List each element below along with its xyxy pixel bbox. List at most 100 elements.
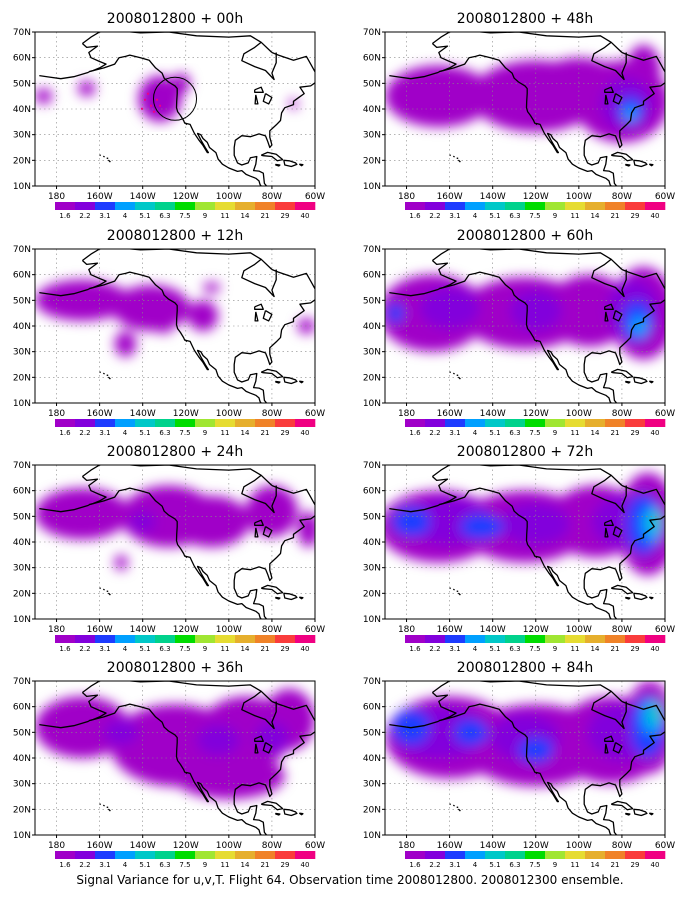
colorbar-label: 14	[591, 861, 600, 869]
colorbar-label: 6.3	[509, 861, 520, 869]
colorbar-swatch	[75, 419, 96, 427]
lon-label: 100W	[566, 625, 592, 635]
colorbar-label: 9	[203, 645, 207, 653]
lon-label: 100W	[566, 409, 592, 419]
coastline	[102, 155, 105, 158]
coastline	[233, 700, 315, 835]
lat-label: 60N	[13, 487, 31, 497]
colorbar-label: 7.5	[529, 861, 540, 869]
lon-label: 160W	[437, 841, 463, 851]
colorbar-swatch	[295, 419, 316, 427]
coastline	[260, 800, 284, 811]
coastline	[612, 93, 623, 105]
colorbar-label: 1.6	[409, 861, 421, 869]
graticule	[35, 681, 315, 835]
coastline	[317, 78, 330, 91]
colorbar-swatch	[295, 635, 316, 643]
coastline	[39, 504, 89, 513]
coastline	[88, 271, 262, 403]
lon-label: 160W	[87, 192, 113, 202]
lat-label: 20N	[363, 373, 381, 383]
graticule	[35, 249, 315, 403]
lon-label: 80W	[612, 409, 632, 419]
coastline	[456, 157, 459, 160]
colorbar-label: 3.1	[449, 212, 460, 220]
lat-label: 60N	[363, 703, 381, 713]
coastline	[254, 86, 264, 93]
colorbar-label: 14	[591, 429, 600, 437]
variance-blob	[196, 724, 240, 756]
coastline	[241, 41, 277, 81]
observation-point	[155, 98, 159, 101]
coastline	[99, 803, 102, 806]
colorbar-swatch	[485, 635, 506, 643]
variance-blob	[78, 80, 96, 97]
lat-label: 30N	[363, 564, 381, 574]
coastline	[583, 268, 665, 403]
colorbar-swatch	[505, 635, 526, 643]
lat-label: 30N	[13, 564, 31, 574]
lat-label: 10N	[363, 399, 381, 409]
coastline	[610, 151, 634, 162]
coastline	[283, 592, 298, 601]
lon-label: 120W	[173, 841, 199, 851]
colorbar-swatch	[55, 202, 76, 210]
lon-label: 180	[48, 841, 65, 851]
coastline	[99, 371, 102, 374]
coastline	[262, 526, 273, 538]
variance-field	[35, 688, 315, 800]
colorbar: 1.6 2.2 3.1 4 5.1 6.3 7.5 9 11 14 21 29 40	[405, 419, 666, 437]
colorbar-swatch	[135, 419, 156, 427]
colorbar-swatch	[545, 635, 566, 643]
coastline	[438, 271, 612, 403]
coastline	[298, 380, 304, 384]
colorbar-label: 21	[261, 212, 270, 220]
lon-label: 140W	[480, 625, 506, 635]
variance-field	[385, 681, 665, 787]
lat-label: 60N	[363, 487, 381, 497]
coastline	[591, 258, 627, 298]
colorbar-label: 21	[611, 429, 620, 437]
colorbar-label: 40	[301, 212, 310, 220]
colorbar-swatch	[445, 419, 466, 427]
colorbar: 1.6 2.2 3.1 4 5.1 6.3 7.5 9 11 14 21 29 40	[405, 635, 666, 653]
lat-label: 20N	[13, 156, 31, 166]
coastline	[274, 163, 281, 167]
colorbar-swatch	[115, 202, 136, 210]
lat-label: 20N	[363, 805, 381, 815]
lat-label: 40N	[13, 322, 31, 332]
lon-label: 80W	[612, 192, 632, 202]
colorbar-swatch	[255, 635, 276, 643]
colorbar-label: 11	[571, 645, 580, 653]
colorbar-swatch	[195, 202, 216, 210]
coastline	[633, 808, 648, 817]
lon-label: 180	[48, 625, 65, 635]
colorbar-swatch	[425, 851, 446, 859]
coastline	[438, 54, 612, 186]
colorbar: 1.6 2.2 3.1 4 5.1 6.3 7.5 9 11 14 21 29 40	[55, 635, 316, 653]
colorbar-swatch	[275, 635, 296, 643]
colorbar-swatch	[565, 635, 586, 643]
panel-title: 2008012800 + 84h	[457, 660, 593, 676]
panel-title: 2008012800 + 12h	[107, 228, 243, 244]
coastline	[274, 812, 281, 816]
lon-label: 60W	[305, 409, 325, 419]
lon-label: 180	[398, 409, 415, 419]
colorbar: 1.6 2.2 3.1 4 5.1 6.3 7.5 9 11 14 21 29 40	[405, 851, 666, 869]
lat-label: 40N	[13, 105, 31, 115]
lat-label: 60N	[363, 54, 381, 64]
coastline	[667, 78, 680, 91]
map-panel: 2008012800 + 48h 10N 20N 30N 40N 50N 60N 70N 180…	[363, 11, 680, 220]
colorbar-label: 40	[301, 429, 310, 437]
coastline	[604, 311, 609, 322]
lat-label: 10N	[363, 831, 381, 841]
coastline	[456, 374, 459, 377]
observation-point	[158, 104, 162, 107]
coastlines	[389, 32, 680, 186]
colorbar-label: 40	[651, 645, 660, 653]
lat-label: 40N	[13, 538, 31, 548]
variance-blob	[509, 290, 562, 332]
lat-label: 10N	[13, 831, 31, 841]
coastline	[648, 596, 654, 600]
lon-label: 60W	[655, 625, 675, 635]
